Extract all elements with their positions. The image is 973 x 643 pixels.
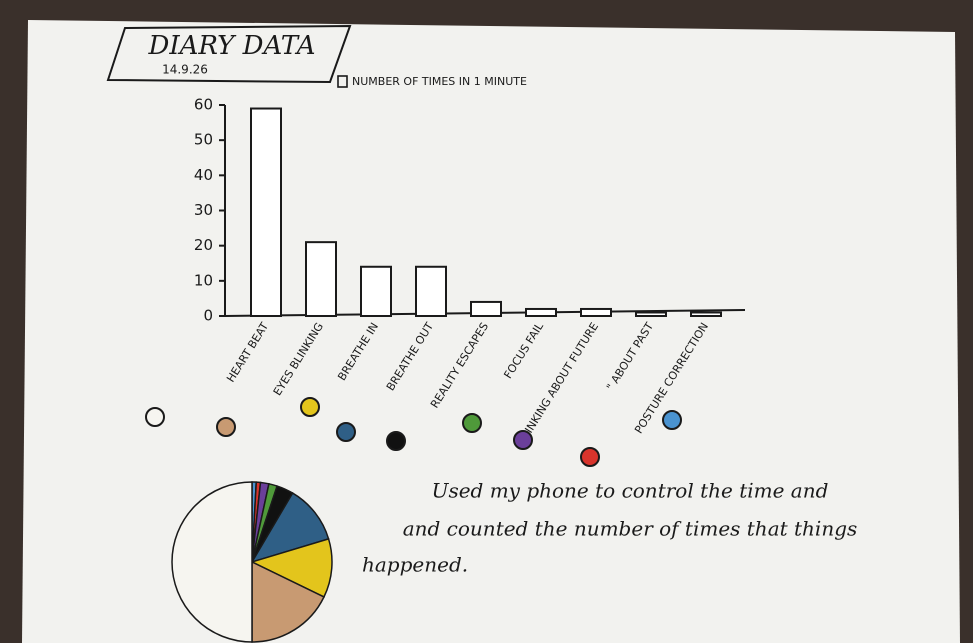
legend-dot bbox=[216, 417, 236, 437]
legend-dot bbox=[386, 431, 406, 451]
pie-slice bbox=[250, 492, 330, 564]
y-tick-label: 60 bbox=[194, 96, 213, 114]
annotation: and counted the number of times that thi… bbox=[403, 517, 858, 541]
bar bbox=[470, 300, 502, 317]
annotation: happened. bbox=[362, 553, 468, 577]
y-tick-label: 20 bbox=[194, 236, 213, 254]
chart-subtitle: 14.9.26 bbox=[162, 63, 208, 77]
bar bbox=[580, 307, 612, 318]
chart-title: DIARY DATA bbox=[148, 31, 316, 61]
paper bbox=[22, 20, 960, 643]
y-tick-label: 30 bbox=[194, 201, 213, 219]
pie-slice bbox=[249, 537, 333, 598]
legend-dot bbox=[662, 410, 682, 430]
legend-dot bbox=[336, 422, 356, 442]
title-box bbox=[106, 24, 352, 84]
legend-dot bbox=[145, 407, 165, 427]
bar bbox=[360, 265, 392, 317]
y-tick-label: 50 bbox=[194, 131, 213, 149]
legend-label: NUMBER OF TIMES IN 1 MINUTE bbox=[352, 75, 527, 88]
annotation: Used my phone to control the time and bbox=[432, 479, 829, 503]
legend-dot bbox=[300, 397, 320, 417]
bar bbox=[690, 311, 722, 318]
bar bbox=[415, 265, 447, 317]
legend-dot bbox=[513, 430, 533, 450]
pie-slice bbox=[251, 560, 325, 643]
bar bbox=[635, 311, 667, 318]
y-tick-label: 0 bbox=[203, 307, 213, 325]
bar bbox=[525, 307, 557, 318]
pie-slice bbox=[171, 481, 253, 643]
legend-swatch bbox=[337, 75, 348, 88]
y-tick-label: 10 bbox=[194, 271, 213, 289]
bar bbox=[305, 241, 337, 317]
legend-dot bbox=[462, 413, 482, 433]
legend-dot bbox=[580, 447, 600, 467]
y-tick-label: 40 bbox=[194, 166, 213, 184]
bar bbox=[250, 107, 282, 318]
